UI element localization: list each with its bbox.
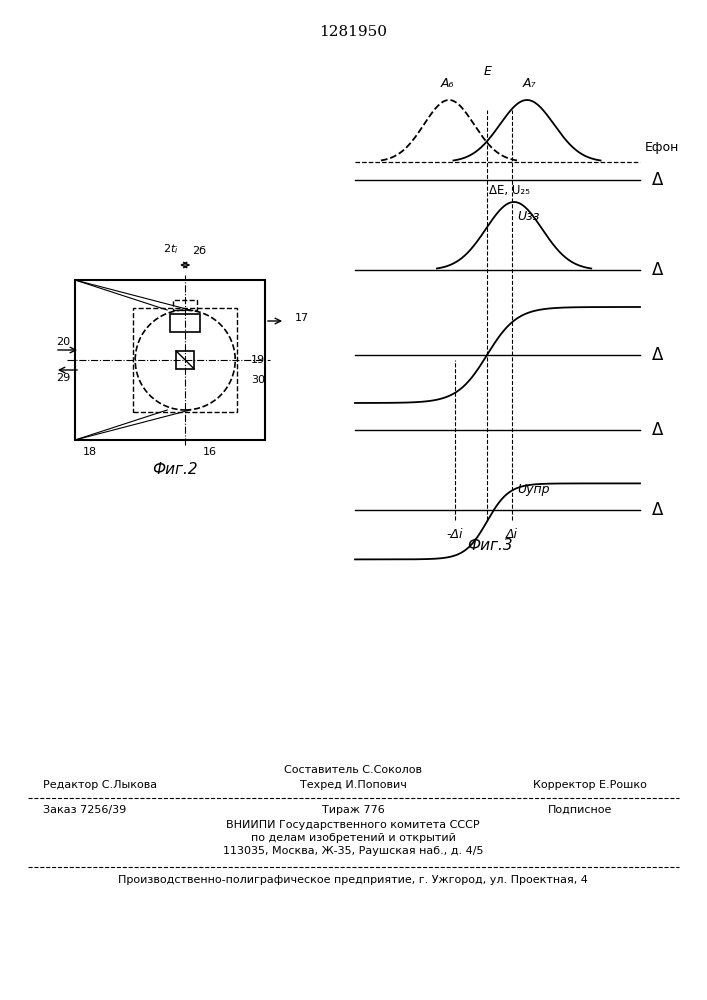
Text: -Δi: -Δi <box>447 528 463 541</box>
Text: 19: 19 <box>251 355 265 365</box>
Text: 16: 16 <box>203 447 217 457</box>
Text: Редактор С.Лыкова: Редактор С.Лыкова <box>43 780 157 790</box>
Text: 113035, Москва, Ж-35, Раушская наб., д. 4/5: 113035, Москва, Ж-35, Раушская наб., д. … <box>223 846 484 856</box>
Text: 20: 20 <box>56 337 70 347</box>
Text: Составитель С.Соколов: Составитель С.Соколов <box>284 765 422 775</box>
Text: Заказ 7256/39: Заказ 7256/39 <box>43 805 127 815</box>
Text: A₆: A₆ <box>440 77 454 90</box>
Text: по делам изобретений и открытий: по делам изобретений и открытий <box>250 833 455 843</box>
Text: Uзз: Uзз <box>517 211 539 224</box>
Text: Δ: Δ <box>653 261 664 279</box>
Text: A₇: A₇ <box>522 77 536 90</box>
Text: Uупр: Uупр <box>517 483 549 495</box>
Text: Производственно-полиграфическое предприятие, г. Ужгород, ул. Проектная, 4: Производственно-полиграфическое предприя… <box>118 875 588 885</box>
Text: Δ: Δ <box>653 346 664 364</box>
Text: Δ: Δ <box>653 421 664 439</box>
Text: ВНИИПИ Государственного комитета СССР: ВНИИПИ Государственного комитета СССР <box>226 820 480 830</box>
Text: E: E <box>484 65 492 78</box>
Text: Корректор Е.Рошко: Корректор Е.Рошко <box>533 780 647 790</box>
Text: 30: 30 <box>251 375 265 385</box>
Text: 29: 29 <box>56 373 70 383</box>
Text: 2б: 2б <box>192 246 206 256</box>
Text: Тираж 776: Тираж 776 <box>322 805 385 815</box>
Text: Подписное: Подписное <box>548 805 612 815</box>
Text: Δi: Δi <box>506 528 518 541</box>
Text: 17: 17 <box>295 313 309 323</box>
Text: $2t_i$: $2t_i$ <box>163 242 179 256</box>
Text: 1281950: 1281950 <box>319 25 387 39</box>
Text: Фиг.2: Фиг.2 <box>153 462 198 478</box>
Text: ΔE, U₂₅: ΔE, U₂₅ <box>489 184 530 197</box>
Text: Eфон: Eфон <box>645 141 679 154</box>
Text: Фиг.3: Фиг.3 <box>467 538 513 552</box>
Text: Δ: Δ <box>653 501 664 519</box>
Text: Техред И.Попович: Техред И.Попович <box>300 780 407 790</box>
Text: 18: 18 <box>83 447 97 457</box>
Text: Δ: Δ <box>653 171 664 189</box>
